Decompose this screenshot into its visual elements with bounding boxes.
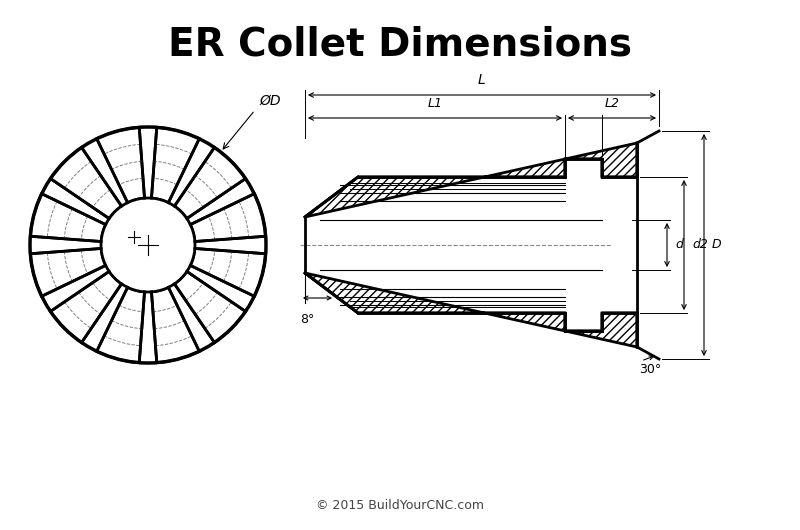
Polygon shape	[151, 287, 199, 363]
Polygon shape	[174, 147, 246, 218]
Text: Ød: Ød	[104, 230, 124, 244]
Polygon shape	[97, 287, 145, 363]
Text: L1: L1	[427, 97, 442, 110]
Polygon shape	[151, 127, 199, 202]
Text: L2: L2	[605, 97, 619, 110]
Polygon shape	[97, 127, 145, 202]
Text: ER Collet Dimensions: ER Collet Dimensions	[168, 25, 632, 63]
Text: d2: d2	[692, 238, 708, 252]
Polygon shape	[30, 194, 106, 242]
Polygon shape	[174, 271, 246, 342]
Text: 30°: 30°	[639, 363, 662, 376]
Text: L: L	[478, 73, 486, 87]
Polygon shape	[50, 147, 122, 218]
Text: d: d	[675, 238, 683, 252]
Polygon shape	[30, 249, 106, 296]
Polygon shape	[190, 249, 266, 296]
Circle shape	[101, 198, 195, 292]
Text: D: D	[712, 238, 722, 252]
Text: © 2015 BuildYourCNC.com: © 2015 BuildYourCNC.com	[316, 499, 484, 512]
Polygon shape	[50, 271, 122, 342]
Text: 8°: 8°	[300, 313, 314, 326]
Polygon shape	[190, 194, 266, 242]
Polygon shape	[305, 143, 637, 217]
Text: ØD: ØD	[259, 94, 281, 108]
Polygon shape	[305, 273, 637, 347]
